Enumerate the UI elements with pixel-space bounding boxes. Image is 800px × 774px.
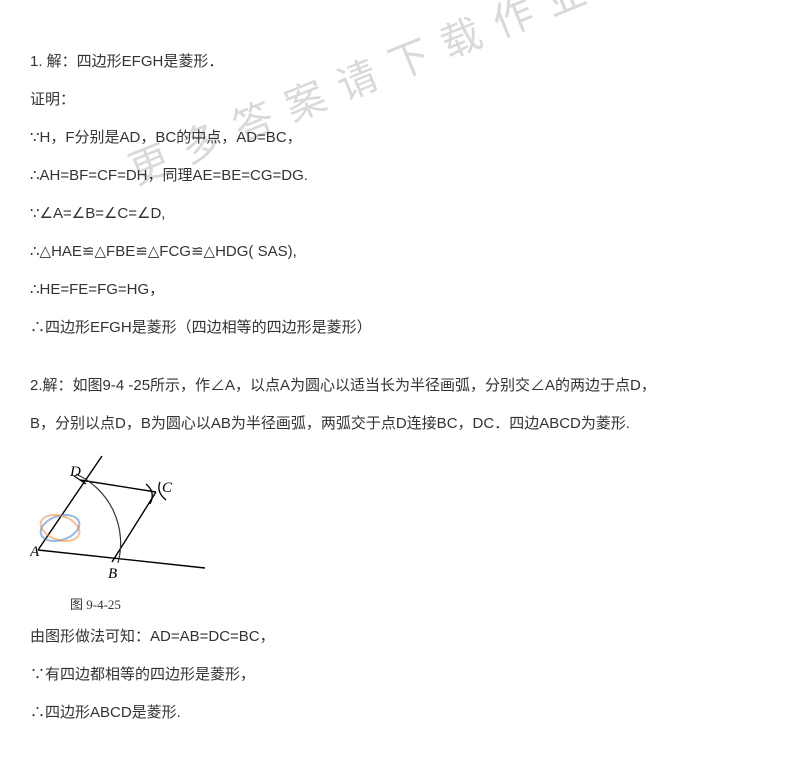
proof-line-8: ∴四边形EFGH是菱形（四边相等的四边形是菱形） [30, 316, 770, 340]
figure-caption: 图 9-4-25 [70, 594, 770, 613]
svg-text:B: B [108, 566, 117, 582]
proof-line-4: ∴AH=BF=CF=DH，同理AE=BE=CG=DG. [30, 164, 770, 188]
proof-line-6: ∴△HAE≌△FBE≌△FCG≌△HDG( SAS), [30, 240, 770, 264]
rhombus-diagram-svg: A B C D [30, 450, 210, 590]
proof-line-5: ∵∠A=∠B=∠C=∠D, [30, 202, 770, 226]
figure-9-4-25: A B C D [30, 450, 210, 590]
section-spacer [30, 354, 770, 374]
proof-line-3: ∵H，F分别是AD，BC的中点，AD=BC， [30, 126, 770, 150]
solution2-line-2: B，分别以点D，B为圆心以AB为半径画弧，两弧交于点D连接BC，DC．四边ABC… [30, 412, 770, 436]
proof-line-2: 证明： [30, 88, 770, 112]
svg-text:A: A [30, 544, 40, 560]
document-body: 1. 解：四边形EFGH是菱形． 证明： ∵H，F分别是AD，BC的中点，AD=… [30, 50, 770, 725]
solution2-line-4: ∵有四边都相等的四边形是菱形， [30, 663, 770, 687]
solution2-line-5: ∴四边形ABCD是菱形. [30, 701, 770, 725]
solution2-line-3: 由图形做法可知：AD=AB=DC=BC， [30, 625, 770, 649]
svg-text:C: C [162, 480, 173, 496]
proof-line-7: ∴HE=FE=FG=HG， [30, 278, 770, 302]
proof-line-1: 1. 解：四边形EFGH是菱形． [30, 50, 770, 74]
solution2-line-1: 2.解：如图9-4 -25所示，作∠A，以点A为圆心以适当长为半径画弧，分别交∠… [30, 374, 770, 398]
svg-text:D: D [69, 464, 81, 480]
